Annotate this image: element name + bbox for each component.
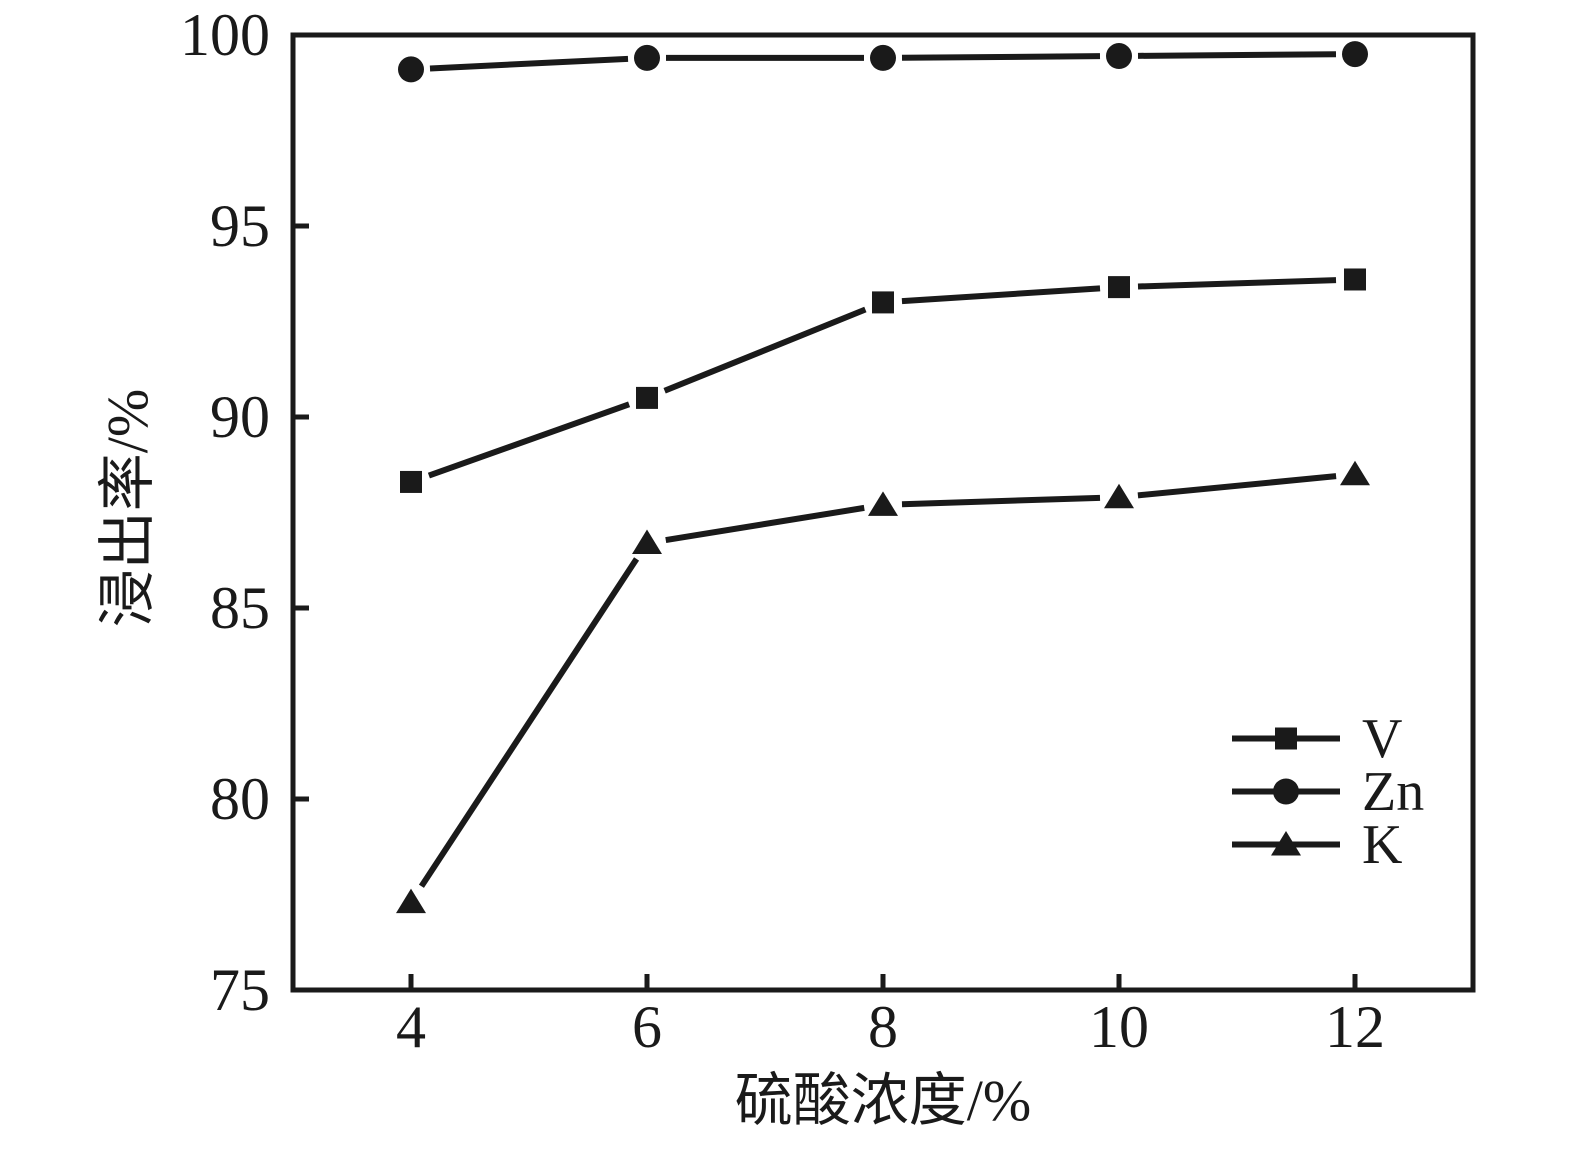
x-tick-label: 12 [1325,994,1385,1060]
legend-label-v: V [1362,707,1403,770]
square-marker-icon [1232,727,1340,750]
square-marker [1344,268,1366,291]
y-tick-label: 80 [210,766,270,832]
y-tick-label: 100 [180,2,270,68]
series-segment [665,504,865,543]
legend-item-k: K [1232,813,1424,876]
legend-item-v: V [1232,707,1424,770]
legend-item-zn: Zn [1232,760,1425,823]
y-axis-title: 浸出率/% [95,388,160,628]
triangle-marker [1104,483,1134,509]
x-tick-label: 8 [868,994,898,1060]
circle-marker [398,56,424,83]
series-segment [901,53,1101,61]
triangle-marker [632,529,662,555]
series-segment [1137,473,1337,499]
legend: V Zn K [1232,707,1425,876]
y-tick-label: 90 [210,384,270,450]
series-k [396,460,1370,914]
x-tick-label: 6 [632,994,662,1060]
y-tick-label: 85 [210,575,270,641]
y-tick-label: 75 [210,957,270,1023]
series-segment [663,306,867,394]
series-segment [429,55,629,72]
series-segment [418,557,640,888]
square-marker [1108,276,1130,299]
triangle-marker [868,491,898,516]
circle-marker [1273,778,1299,805]
x-axis-title: 硫酸浓度/% [734,1068,1032,1133]
x-tick-label: 4 [396,994,426,1060]
series-segment [901,494,1101,508]
series-segment [427,401,631,479]
series-zn [398,41,1368,83]
x-tick-label: 10 [1089,994,1149,1060]
series-segment [1137,277,1337,290]
circle-marker-icon [1232,778,1340,805]
y-tick-label: 95 [210,193,270,259]
series-v [400,268,1366,493]
circle-marker [870,44,896,71]
series-segment [901,285,1101,305]
triangle-marker [1340,460,1370,486]
series-segment [1137,51,1337,59]
triangle-marker-icon [1232,831,1340,856]
legend-label-k: K [1362,813,1403,876]
triangle-marker [1271,831,1301,856]
square-marker [1275,727,1297,750]
circle-marker [634,44,660,71]
square-marker [400,470,422,493]
circle-marker [1106,43,1132,70]
legend-label-zn: Zn [1362,760,1425,823]
square-marker [636,386,658,409]
triangle-marker [396,888,426,914]
circle-marker [1342,41,1368,68]
square-marker [872,291,894,314]
